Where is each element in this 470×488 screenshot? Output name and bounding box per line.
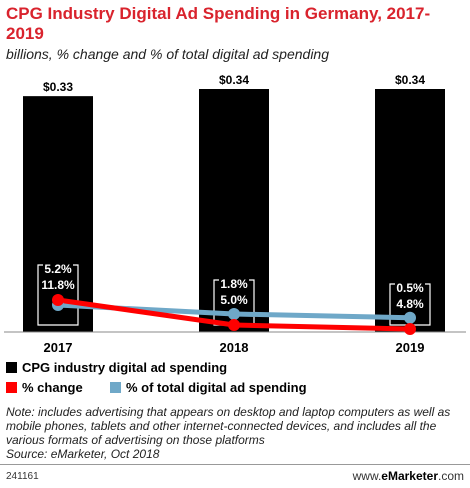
share-label-2019: 0.5% <box>396 281 424 295</box>
chart-title: CPG Industry Digital Ad Spending in Germ… <box>6 4 431 43</box>
legend-swatch-bar <box>6 362 17 373</box>
legend-swatch-change <box>6 382 17 393</box>
change-label-2017: 11.8% <box>41 278 75 292</box>
legend-swatch-share <box>110 382 121 393</box>
brand-name: eMarketer <box>381 469 438 483</box>
chart-subtitle: billions, % change and % of total digita… <box>6 46 329 62</box>
legend-label-change: % change <box>22 380 83 395</box>
bar-label-2018: $0.34 <box>219 73 249 87</box>
change-point-2019 <box>404 323 416 335</box>
x-tick-2019: 2019 <box>396 340 425 355</box>
brand-suffix: .com <box>437 469 464 483</box>
legend-item-change: % change <box>6 380 83 395</box>
x-tick-2017: 2017 <box>44 340 73 355</box>
footer-divider <box>0 464 470 465</box>
x-tick-2018: 2018 <box>220 340 249 355</box>
footnote: Note: includes advertising that appears … <box>6 405 468 461</box>
share-point-2018 <box>228 308 240 320</box>
bar-label-2019: $0.34 <box>395 73 425 87</box>
change-point-2018 <box>228 319 240 331</box>
bar-2019 <box>375 89 445 332</box>
share-label-2018: 1.8% <box>220 277 248 291</box>
legend-label-bar: CPG industry digital ad spending <box>22 360 228 375</box>
legend-item-share: % of total digital ad spending <box>110 380 307 395</box>
brand-logo[interactable]: www.eMarketer.com <box>353 469 464 483</box>
note-text: Note: includes advertising that appears … <box>6 405 451 447</box>
legend-label-share: % of total digital ad spending <box>126 380 307 395</box>
share-label-2017: 5.2% <box>44 262 72 276</box>
chart-plot: $0.33 $0.34 $0.34 2017 2018 2019 5.2% 11.8% 1.8%… <box>4 73 466 355</box>
change-label-2019: 4.8% <box>396 297 424 311</box>
brand-prefix: www. <box>352 469 382 483</box>
chart-id: 241161 <box>6 471 39 482</box>
bar-2018 <box>199 89 269 332</box>
bar-2017 <box>23 96 93 332</box>
annotation-bracket-2017 <box>37 264 79 326</box>
legend-item-bar: CPG industry digital ad spending <box>6 360 227 375</box>
change-point-2017 <box>52 294 64 306</box>
share-point-2019 <box>404 311 416 324</box>
bar-label-2017: $0.33 <box>43 80 73 94</box>
source-text: Source: eMarketer, Oct 2018 <box>6 447 160 461</box>
change-label-2018: 5.0% <box>220 293 248 307</box>
